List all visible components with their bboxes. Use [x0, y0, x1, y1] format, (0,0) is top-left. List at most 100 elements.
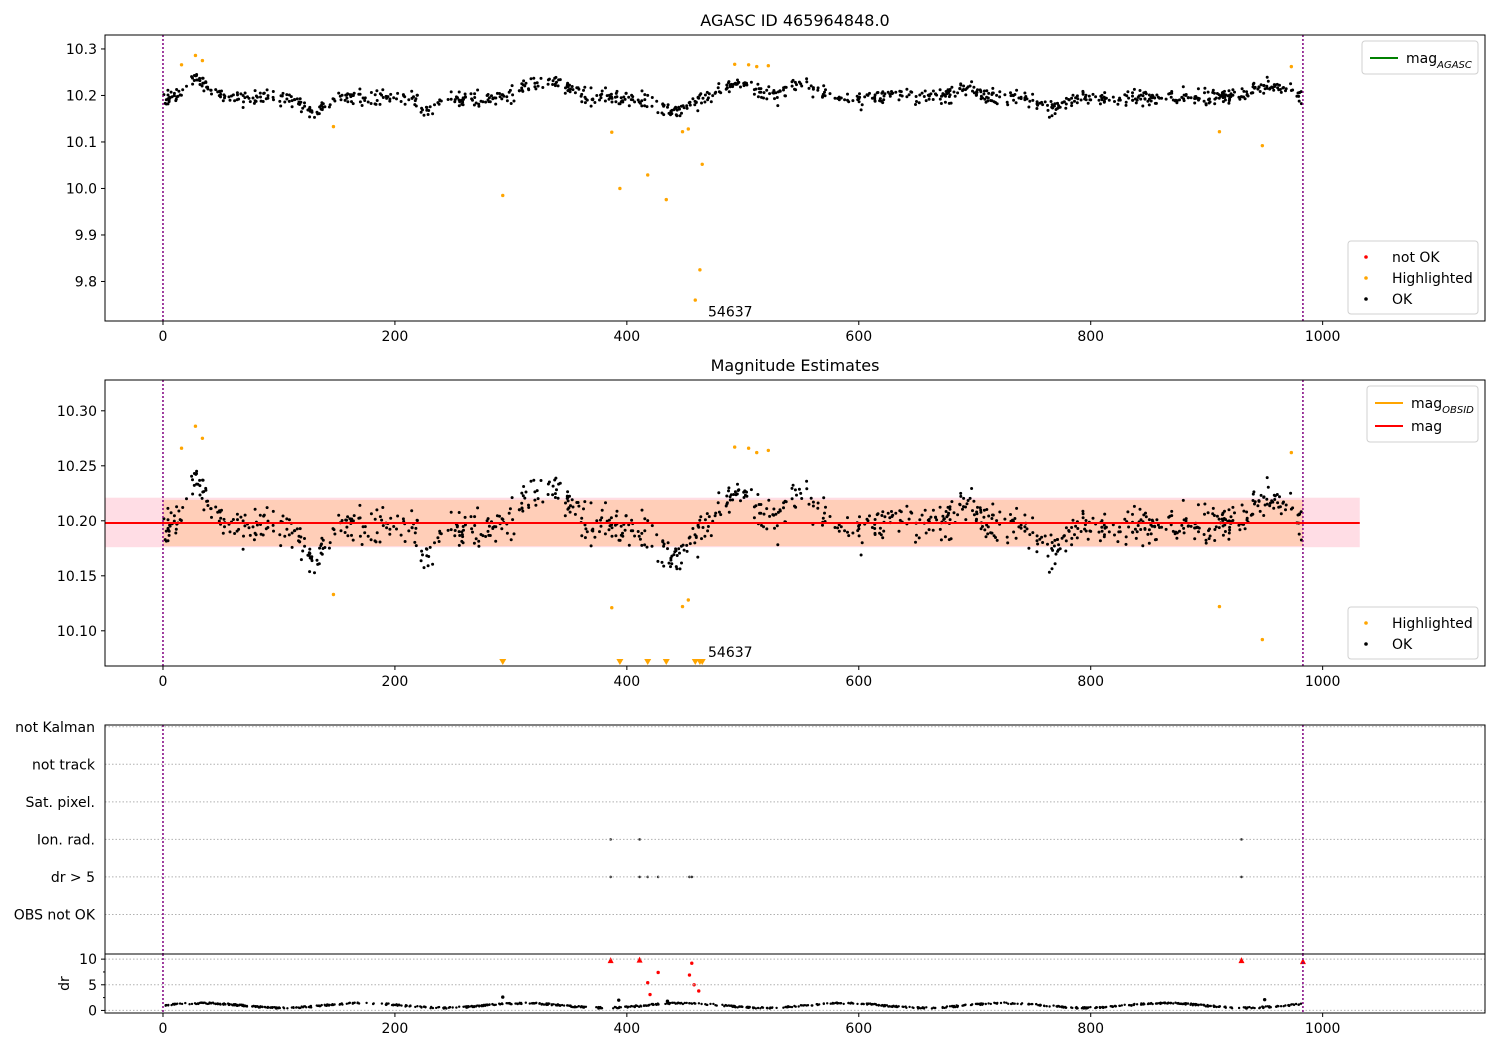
flag-point [609, 838, 612, 841]
dr-point [624, 1005, 627, 1008]
ok-point [195, 78, 199, 82]
ok-point [568, 494, 571, 498]
dr-point [1101, 1005, 1104, 1009]
ok-point [1015, 506, 1019, 510]
ok-point [1278, 495, 1281, 499]
ok-point [816, 501, 820, 505]
ok-point [1103, 99, 1106, 103]
dr-point [685, 1001, 688, 1005]
ok-point [1271, 500, 1275, 504]
ok-point [1186, 96, 1190, 100]
ok-point [520, 507, 524, 510]
ok-point [890, 510, 893, 513]
ok-point [509, 102, 513, 105]
highlighted-point [200, 58, 205, 63]
ok-point [860, 103, 864, 107]
ok-point [735, 492, 739, 496]
dr-point [1212, 1005, 1216, 1009]
ok-point [633, 534, 637, 538]
ok-point [344, 93, 348, 97]
ok-point [1189, 96, 1193, 100]
ok-point [564, 501, 567, 505]
ok-point [1227, 537, 1231, 541]
ok-point [886, 90, 890, 94]
ok-point [576, 501, 580, 504]
dr-point [619, 1006, 623, 1009]
ok-point [264, 527, 268, 531]
dr-point [646, 981, 650, 985]
x-tick-label: 200 [382, 674, 409, 690]
dr-point [980, 1002, 984, 1005]
dr-point [365, 1001, 368, 1005]
ok-point [1064, 539, 1068, 543]
ok-point [522, 485, 526, 488]
dr-point [271, 1006, 274, 1010]
ok-point [1102, 523, 1106, 527]
ok-point [776, 104, 780, 108]
ok-point [1067, 98, 1071, 101]
ok-point [1079, 98, 1083, 102]
ok-point [713, 514, 717, 518]
ok-point [1142, 91, 1146, 95]
ok-point [768, 514, 772, 518]
ok-point [308, 109, 312, 113]
ok-point [381, 96, 385, 99]
ok-point [1071, 518, 1075, 522]
ok-point [573, 512, 577, 516]
ok-point [941, 514, 945, 518]
ok-point [1076, 97, 1080, 101]
ok-point [846, 516, 849, 520]
ok-point [320, 542, 323, 546]
ok-point [222, 517, 226, 521]
ok-point [1223, 95, 1227, 99]
dr-point [941, 1006, 944, 1009]
ok-point [266, 519, 270, 523]
ok-point [463, 95, 467, 99]
ok-point [1011, 94, 1015, 98]
ok-point [645, 105, 649, 109]
dr-point [975, 1002, 978, 1006]
ok-point [705, 512, 709, 516]
ok-point [920, 91, 924, 95]
ok-point [1158, 526, 1161, 529]
plot-area [162, 53, 1303, 302]
dr-point [478, 1004, 481, 1007]
ok-point [348, 93, 352, 97]
ok-point [1005, 100, 1009, 104]
dr-point [895, 1004, 898, 1008]
dr-point [571, 1005, 574, 1009]
ok-point [962, 496, 966, 500]
ok-point [505, 531, 509, 535]
ok-point [1229, 515, 1233, 519]
dr-point [1174, 1001, 1177, 1004]
ok-point [1035, 550, 1039, 554]
ok-point [1038, 537, 1042, 541]
dr-point [775, 1006, 778, 1010]
dr-point [1071, 1006, 1074, 1010]
ok-point [882, 529, 886, 533]
ok-point [1231, 519, 1235, 522]
x-tick-label: 400 [613, 674, 640, 690]
ok-point [1251, 499, 1255, 502]
ok-point [643, 543, 647, 547]
ok-point [181, 88, 185, 92]
ok-point [972, 513, 976, 517]
ok-point [1147, 541, 1151, 545]
ok-point [278, 533, 282, 537]
ok-point [1170, 509, 1174, 513]
ok-point [328, 103, 332, 107]
ok-point [981, 525, 984, 528]
ok-point [778, 508, 782, 512]
ok-point [693, 541, 697, 545]
ok-point [337, 513, 341, 517]
ok-point [281, 514, 285, 518]
ok-point [1046, 554, 1050, 558]
ok-point [873, 518, 877, 521]
ok-point [843, 98, 847, 102]
ok-point [476, 88, 480, 92]
ok-point [1297, 99, 1301, 103]
ok-point [374, 102, 378, 106]
ok-point [1204, 103, 1208, 107]
ok-point [580, 100, 584, 104]
